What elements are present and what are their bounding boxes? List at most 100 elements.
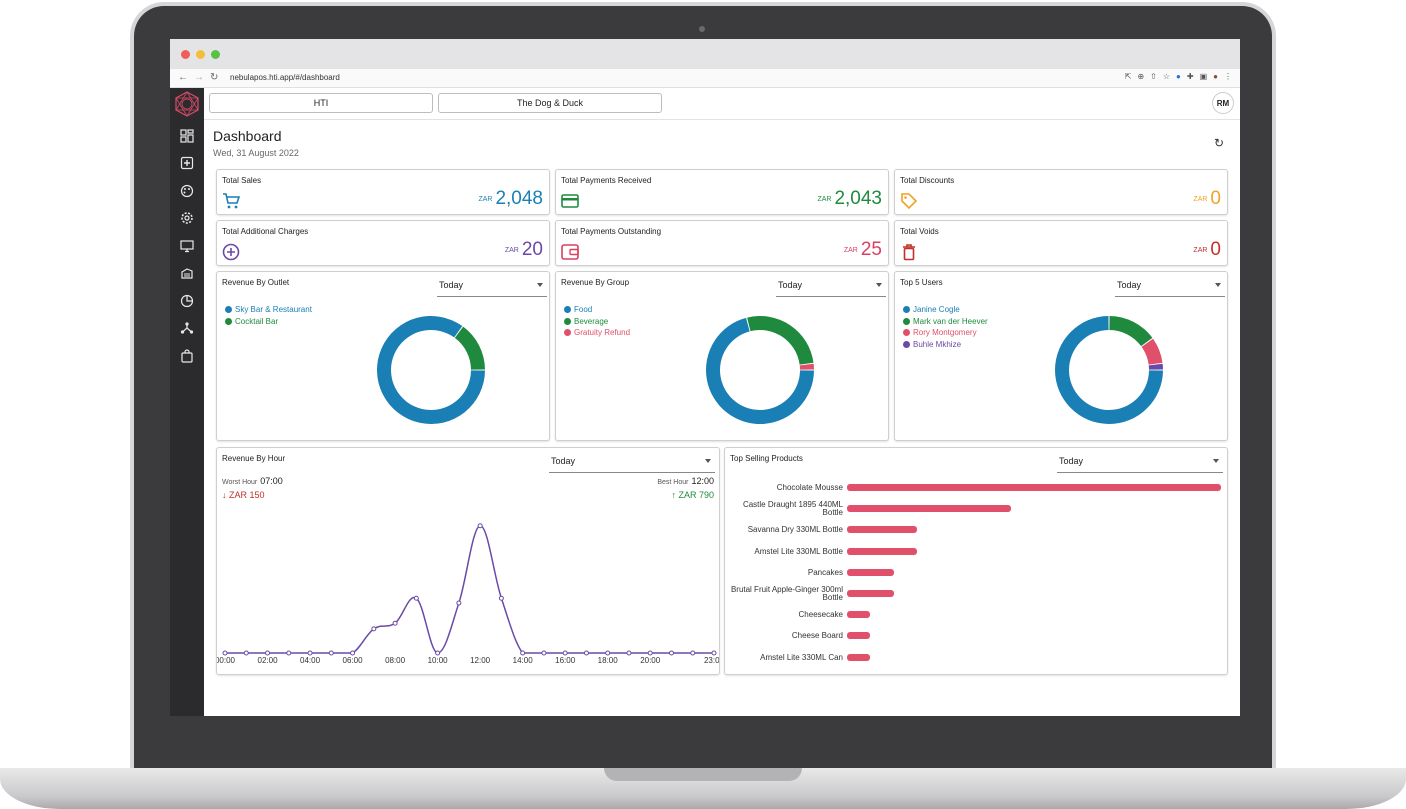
data-point[interactable] xyxy=(371,626,377,632)
bar-label: Savanna Dry 330ML Bottle xyxy=(747,525,843,535)
data-point[interactable] xyxy=(222,650,228,656)
menu-book-icon[interactable] xyxy=(180,266,194,280)
period-select[interactable]: Today xyxy=(437,278,547,297)
data-point[interactable] xyxy=(647,650,653,656)
settings-icon[interactable] xyxy=(180,211,194,225)
kpi-title: Total Discounts xyxy=(900,176,955,185)
legend-item[interactable]: Rory Montgomery xyxy=(903,327,988,339)
best-hour-value: ZAR 790 xyxy=(678,490,714,500)
bar[interactable] xyxy=(847,653,871,661)
add-box-icon[interactable] xyxy=(180,156,194,170)
shopping-bag-icon[interactable] xyxy=(180,349,194,363)
data-point[interactable] xyxy=(477,523,483,529)
bar[interactable] xyxy=(847,590,894,597)
bar-label: Cheese Board xyxy=(791,631,843,641)
share-icon[interactable]: ⇱ xyxy=(1124,72,1132,81)
data-point[interactable] xyxy=(286,650,292,656)
data-point[interactable] xyxy=(243,650,249,656)
donut-slice[interactable] xyxy=(454,326,485,370)
kpi-amount: 2,043 xyxy=(834,188,882,209)
back-icon[interactable]: ← xyxy=(178,72,188,83)
donut-slice[interactable] xyxy=(1109,316,1153,347)
legend-item[interactable]: Gratuity Refund xyxy=(564,327,630,339)
data-point[interactable] xyxy=(690,650,696,656)
legend-item[interactable]: Food xyxy=(564,304,630,316)
card-title: Revenue By Hour xyxy=(222,454,286,463)
forward-icon[interactable]: → xyxy=(194,72,204,83)
donut-slice[interactable] xyxy=(747,316,814,365)
monitor-icon[interactable] xyxy=(180,239,194,253)
legend: Janine Cogle Mark van der Heever Rory Mo… xyxy=(903,304,988,350)
sidebar-toggle-icon[interactable]: ▣ xyxy=(1199,72,1208,81)
period-select[interactable]: Today xyxy=(1057,454,1223,473)
profile-icon[interactable]: ● xyxy=(1213,72,1218,81)
legend-item[interactable]: Buhle Mkhize xyxy=(903,339,988,351)
period-select[interactable]: Today xyxy=(549,454,715,473)
puzzle-icon[interactable]: ✚ xyxy=(1186,72,1194,81)
data-point[interactable] xyxy=(307,650,313,656)
zoom-icon[interactable]: ⊕ xyxy=(1137,72,1145,81)
maximize-window-button[interactable] xyxy=(211,50,220,59)
bar[interactable] xyxy=(847,568,894,576)
avatar[interactable]: RM xyxy=(1212,92,1234,114)
extension-icon[interactable]: ● xyxy=(1176,72,1181,81)
x-tick-label: 20:00 xyxy=(640,656,661,665)
data-point[interactable] xyxy=(583,650,589,656)
hierarchy-icon[interactable] xyxy=(180,321,194,335)
pie-chart-icon[interactable] xyxy=(180,294,194,308)
donut-slice[interactable] xyxy=(799,363,814,370)
logo-icon[interactable] xyxy=(174,91,200,117)
kpi-currency: ZAR xyxy=(478,196,493,203)
address-bar[interactable]: nebulapos.hti.app/#/dashboard xyxy=(230,73,340,82)
reload-icon[interactable]: ↻ xyxy=(210,72,219,83)
data-point[interactable] xyxy=(668,650,674,656)
bar[interactable] xyxy=(847,611,871,619)
period-select[interactable]: Today xyxy=(1115,278,1225,297)
legend-item[interactable]: Janine Cogle xyxy=(903,304,988,316)
legend-item[interactable]: Sky Bar & Restaurant xyxy=(225,304,312,316)
bar[interactable] xyxy=(847,632,871,640)
data-point[interactable] xyxy=(413,595,419,601)
chevron-down-icon xyxy=(537,283,543,287)
palette-icon[interactable] xyxy=(180,184,194,198)
data-point[interactable] xyxy=(498,595,504,601)
donut-slice[interactable] xyxy=(1148,363,1163,370)
x-tick-label: 16:00 xyxy=(555,656,576,665)
donut-slice[interactable] xyxy=(1141,338,1163,365)
data-point[interactable] xyxy=(350,650,356,656)
bar[interactable] xyxy=(847,526,918,534)
kebab-menu-icon[interactable]: ⋮ xyxy=(1224,72,1232,81)
x-tick-label: 04:00 xyxy=(300,656,321,665)
legend-dot xyxy=(225,317,232,325)
dashboard-icon[interactable] xyxy=(180,129,194,143)
data-point[interactable] xyxy=(626,650,632,656)
data-point[interactable] xyxy=(435,650,441,656)
data-point[interactable] xyxy=(392,620,398,626)
upload-icon[interactable]: ⇧ xyxy=(1150,72,1157,81)
data-point[interactable] xyxy=(562,650,568,656)
minimize-window-button[interactable] xyxy=(196,50,205,59)
data-point[interactable] xyxy=(605,650,611,656)
x-tick-label: 00:00 xyxy=(217,656,236,665)
legend-item[interactable]: Mark van der Heever xyxy=(903,316,988,328)
star-icon[interactable]: ☆ xyxy=(1162,72,1171,81)
data-point[interactable] xyxy=(456,600,462,606)
period-select[interactable]: Today xyxy=(776,278,886,297)
x-tick-label: 10:00 xyxy=(428,656,449,665)
tab-hti[interactable]: HTI xyxy=(209,93,433,113)
tab-the-dog-and-duck[interactable]: The Dog & Duck xyxy=(438,93,662,113)
data-point[interactable] xyxy=(541,650,547,656)
kpi-amount: 25 xyxy=(860,239,882,260)
bar[interactable] xyxy=(847,505,1011,513)
bar[interactable] xyxy=(847,484,1221,491)
legend-item[interactable]: Cocktail Bar xyxy=(225,316,312,328)
data-point[interactable] xyxy=(520,650,526,656)
data-point[interactable] xyxy=(328,650,334,656)
legend-item[interactable]: Beverage xyxy=(564,316,630,328)
data-point[interactable] xyxy=(711,650,717,656)
bar-label: Cheesecake xyxy=(798,610,843,620)
data-point[interactable] xyxy=(265,650,271,656)
bar[interactable] xyxy=(847,547,918,555)
refresh-icon[interactable]: ↻ xyxy=(1213,136,1224,150)
close-window-button[interactable] xyxy=(181,50,190,59)
